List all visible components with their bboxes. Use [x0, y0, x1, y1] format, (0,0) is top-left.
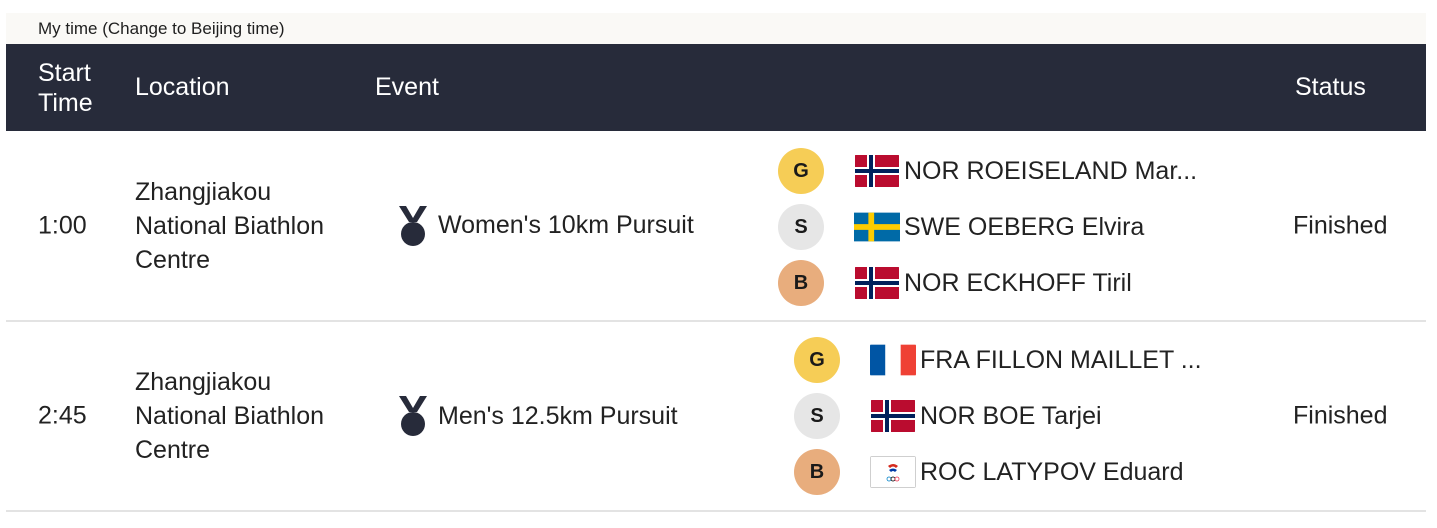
athlete-name: NOR ROEISELAND Mar... — [904, 156, 1198, 185]
header-event: Event — [375, 73, 439, 101]
athlete-name: SWE OEBERG Elvira — [904, 212, 1145, 241]
athlete-name: ROC LATYPOV Eduard — [920, 457, 1184, 486]
start-time: 2:45 — [38, 401, 87, 430]
athlete-name: NOR BOE Tarjei — [920, 401, 1102, 430]
header-location: Location — [135, 73, 230, 101]
event-name: Women's 10km Pursuit — [438, 211, 694, 239]
table-row[interactable]: 2:45 Zhangjiakou National Biathlon Centr… — [6, 322, 1426, 512]
medal-winner-gold[interactable]: G NOR ROEISELAND Mar... — [778, 147, 1197, 195]
athlete-name: NOR ECKHOFF Tiril — [904, 268, 1132, 297]
medal-winner-bronze[interactable]: B ROC LATYPOV Eduard — [794, 448, 1184, 496]
timezone-toggle-label: My time (Change to Beijing time) — [38, 18, 285, 38]
event[interactable]: Women's 10km Pursuit — [396, 204, 694, 248]
location: Zhangjiakou National Biathlon Centre — [135, 368, 325, 464]
event-name: Men's 12.5km Pursuit — [438, 401, 678, 430]
bronze-badge: B — [778, 260, 824, 306]
header-status: Status — [1295, 73, 1366, 101]
status: Finished — [1293, 401, 1388, 430]
table-row[interactable]: 1:00 Zhangjiakou National Biathlon Centr… — [6, 131, 1426, 322]
medal-winner-silver[interactable]: S NOR BOE Tarjei — [794, 392, 1102, 440]
sweden-flag-icon — [854, 212, 900, 242]
medal-winner-bronze[interactable]: B NOR ECKHOFF Tiril — [778, 259, 1132, 307]
medal-icon — [399, 205, 427, 246]
roc-flag-icon — [870, 456, 916, 488]
timezone-toggle[interactable]: My time (Change to Beijing time) — [6, 13, 1426, 44]
medal-winner-silver[interactable]: S SWE OEBERG Elvira — [778, 203, 1144, 251]
gold-badge: G — [778, 148, 824, 194]
event[interactable]: Men's 12.5km Pursuit — [396, 394, 678, 438]
schedule-table-header: Start Time Location Event Status — [6, 44, 1426, 131]
medal-winner-gold[interactable]: G FRA FILLON MAILLET ... — [794, 336, 1202, 384]
start-time: 1:00 — [38, 211, 87, 239]
bronze-badge: B — [794, 449, 840, 495]
silver-badge: S — [778, 204, 824, 250]
location: Zhangjiakou National Biathlon Centre — [135, 177, 325, 274]
header-start-time: Start Time — [38, 58, 93, 117]
status: Finished — [1293, 211, 1388, 239]
norway-flag-icon — [871, 400, 915, 432]
norway-flag-icon — [855, 155, 899, 187]
gold-badge: G — [794, 337, 840, 383]
silver-badge: S — [794, 393, 840, 439]
medal-icon — [399, 396, 427, 436]
france-flag-icon — [870, 344, 916, 376]
norway-flag-icon — [855, 267, 899, 299]
athlete-name: FRA FILLON MAILLET ... — [920, 345, 1202, 374]
